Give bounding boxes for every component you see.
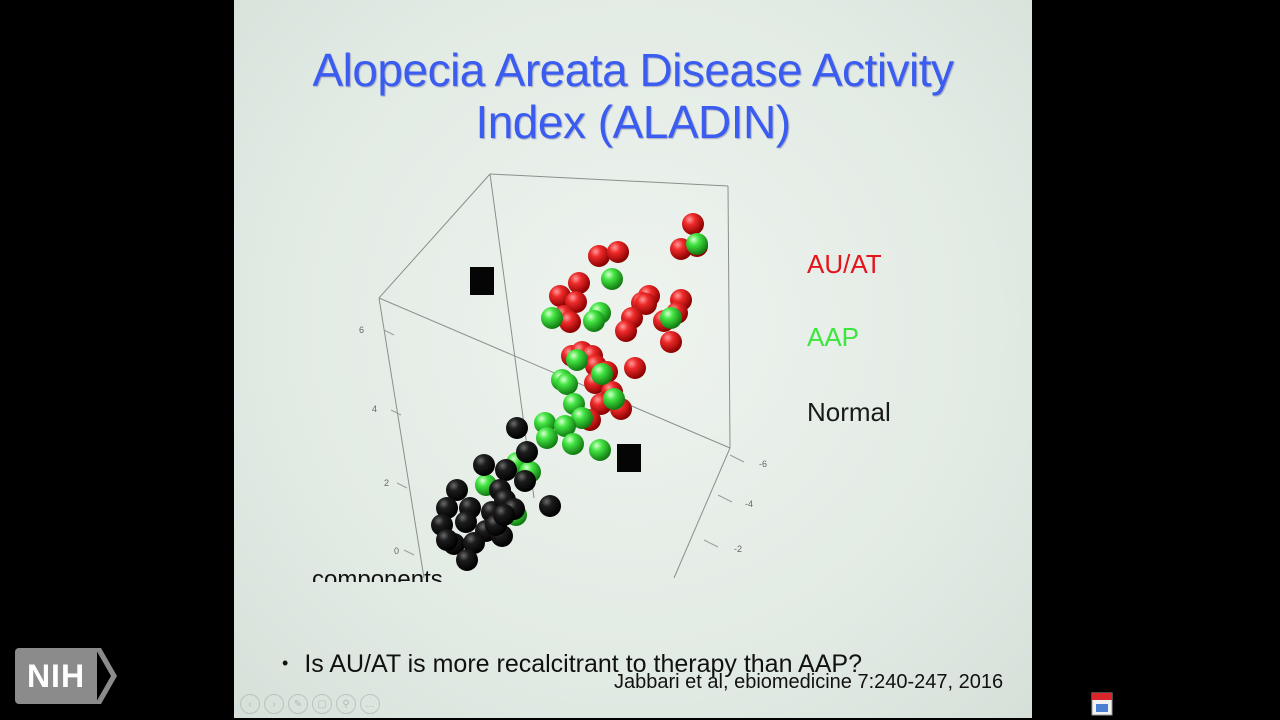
aap-point <box>541 307 563 329</box>
normal-point <box>493 504 515 526</box>
prev-icon[interactable]: ‹ <box>240 694 260 714</box>
normal-point <box>455 511 477 533</box>
aap-point <box>591 363 613 385</box>
bullet-text: Is AU/AT is more recalcitrant to therapy… <box>304 650 862 678</box>
slide-title-line2: Index (ALADIN) <box>475 96 791 148</box>
normal-point <box>539 495 561 517</box>
z-tick-2: 2 <box>384 478 389 488</box>
aap-point <box>601 268 623 290</box>
auat-point <box>635 293 657 315</box>
next-icon[interactable]: › <box>264 694 284 714</box>
aap-point <box>562 433 584 455</box>
normal-point <box>446 479 468 501</box>
slides-icon[interactable]: ▢ <box>312 694 332 714</box>
normal-point <box>456 549 478 571</box>
legend-auat: AU/AT <box>807 249 882 279</box>
auat-point <box>660 331 682 353</box>
partial-bullet-text: components <box>312 566 443 582</box>
aap-point <box>589 439 611 461</box>
pen-icon[interactable]: ✎ <box>288 694 308 714</box>
aap-point <box>571 407 593 429</box>
auat-point <box>588 245 610 267</box>
slideshow-toolbar: ‹ › ✎ ▢ ⚲ … <box>240 694 380 714</box>
auat-point <box>559 311 581 333</box>
normal-point <box>463 532 485 554</box>
normal-point <box>506 417 528 439</box>
aap-point <box>660 307 682 329</box>
auat-point <box>607 241 629 263</box>
normal-point <box>473 454 495 476</box>
depth-tick-n2: -2 <box>734 544 742 554</box>
citation: Jabbari et al, ebiomedicine 7:240-247, 2… <box>614 671 1004 693</box>
presentation-slide: Alopecia Areata Disease Activity Index (… <box>234 0 1032 718</box>
bullet-item: • Is AU/AT is more recalcitrant to therap… <box>282 650 862 679</box>
scatter-plot-3d: 6 4 2 0 -6 -4 -2 AU/AT AAP Normal <box>359 173 891 579</box>
slide-title: Alopecia Areata Disease Activity Index (… <box>234 44 1032 148</box>
auat-point <box>682 213 704 235</box>
auat-point <box>624 357 646 379</box>
normal-point <box>516 441 538 463</box>
auat-point <box>568 272 590 294</box>
nih-chevron-icon <box>95 648 117 704</box>
z-tick-0: 0 <box>394 546 399 556</box>
aap-point <box>556 373 578 395</box>
aap-point <box>536 427 558 449</box>
normal-point <box>436 497 458 519</box>
nih-logo: NIH <box>15 648 117 704</box>
aap-point <box>603 388 625 410</box>
slide-title-line1: Alopecia Areata Disease Activity <box>312 44 954 96</box>
normal-point <box>495 459 517 481</box>
normal-point <box>436 529 458 551</box>
depth-tick-n6: -6 <box>759 459 767 469</box>
zoom-icon[interactable]: ⚲ <box>336 694 356 714</box>
aap-point <box>686 233 708 255</box>
z-tick-4: 4 <box>372 404 377 414</box>
scatter-points <box>431 213 708 571</box>
legend-aap: AAP <box>807 322 859 352</box>
aap-point <box>566 349 588 371</box>
presenter-notes-icon[interactable] <box>1091 692 1113 716</box>
nih-logo-text: NIH <box>15 648 97 704</box>
bullet-dot-icon: • <box>282 653 289 673</box>
auat-point <box>615 320 637 342</box>
normal-point <box>514 470 536 492</box>
marker-square-bottom <box>617 444 641 472</box>
depth-tick-n4: -4 <box>745 499 753 509</box>
more-icon[interactable]: … <box>360 694 380 714</box>
legend-normal: Normal <box>807 397 891 427</box>
aap-point <box>554 415 576 437</box>
z-axis <box>383 329 415 556</box>
marker-square-top <box>470 267 494 295</box>
z-tick-6: 6 <box>359 325 364 335</box>
aap-point <box>583 310 605 332</box>
